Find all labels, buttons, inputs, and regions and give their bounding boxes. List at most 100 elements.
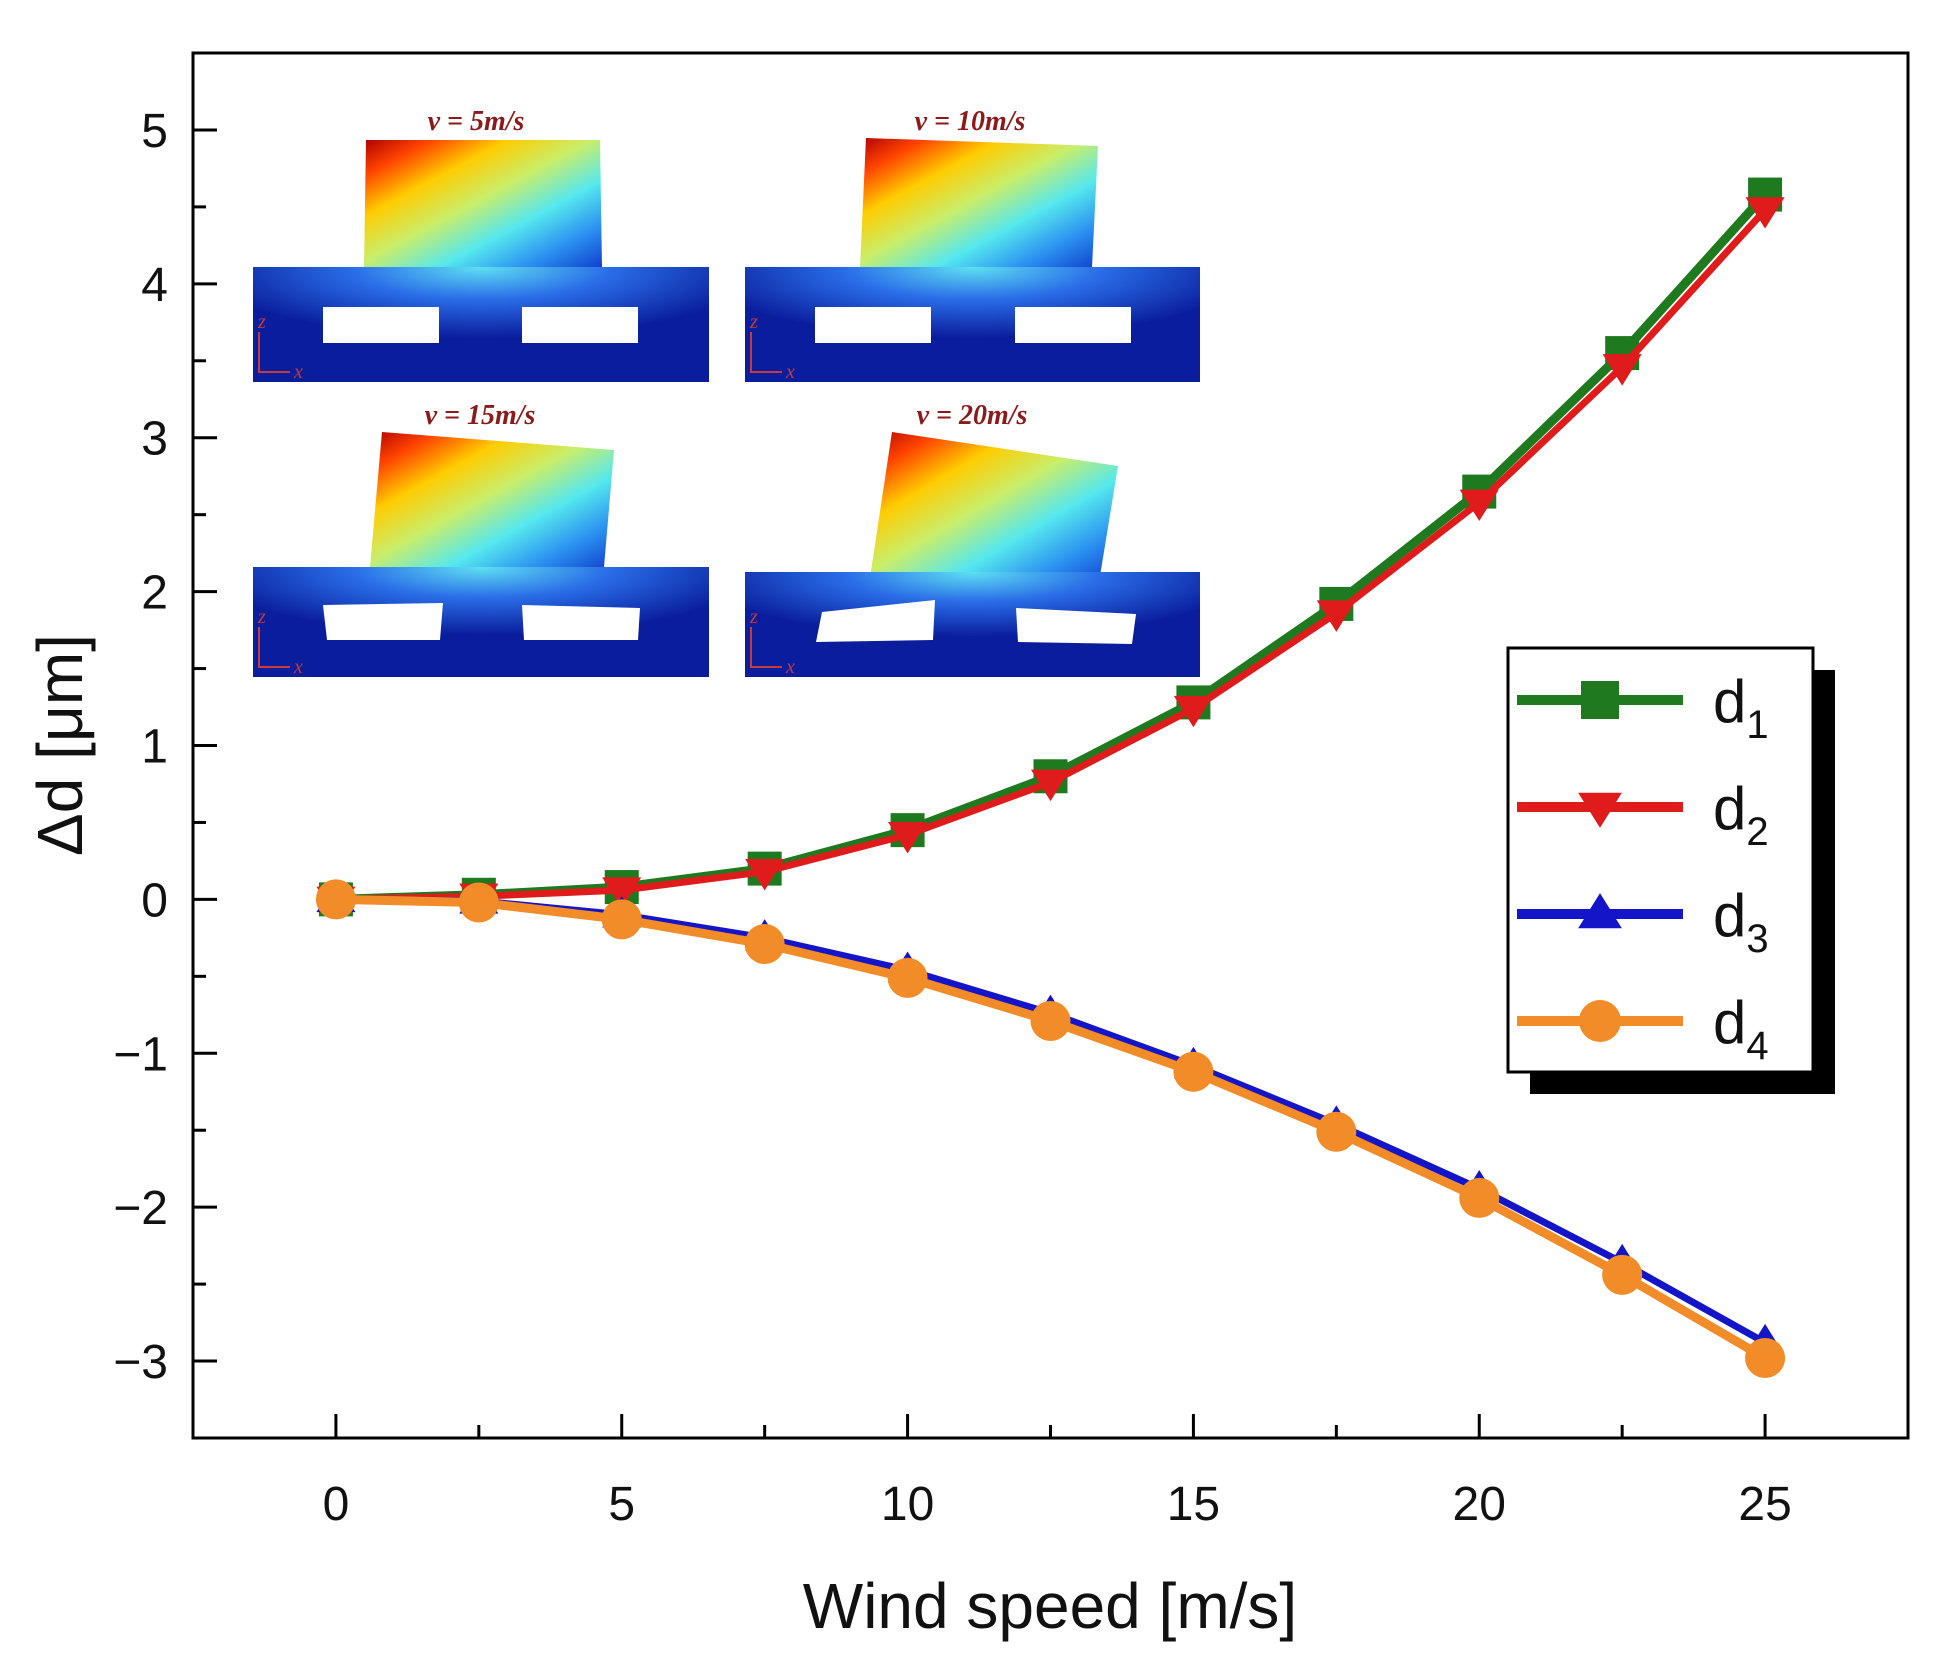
inset-base-v5 [253, 267, 709, 382]
legend-label-subscript: 1 [1746, 703, 1768, 747]
inset-label-v20: v = 20m/s [917, 400, 1028, 431]
legend-entry-d2: d2 [1517, 775, 1769, 854]
data-point-d2 [1173, 695, 1213, 728]
legend-label: d3 [1713, 882, 1769, 961]
inset-slot-right-v10 [1015, 307, 1131, 343]
x-axis-title: Wind speed [m/s] [803, 1570, 1297, 1642]
inset-label-v10: v = 10m/s [915, 106, 1026, 137]
inset-axis-x-v20: x [785, 656, 795, 678]
inset-label-v15: v = 15m/s [425, 400, 536, 431]
inset-slot-right-v5 [522, 307, 638, 343]
y-tick-label: −1 [113, 1028, 168, 1081]
inset-beam-v10 [860, 138, 1098, 267]
legend-label-main: d [1713, 989, 1746, 1056]
inset-v15: v = 15m/s z x [253, 400, 709, 678]
inset-base-v10 [745, 267, 1200, 382]
data-point-d4 [1745, 1337, 1786, 1378]
legend-entry-d1: d1 [1517, 668, 1769, 747]
inset-axis-x-v10: x [785, 361, 795, 383]
legend-label: d2 [1713, 775, 1769, 854]
inset-v20: v = 20m/s z x [745, 400, 1200, 678]
inset-slot-left-v5 [323, 307, 439, 343]
data-point-d4 [1173, 1051, 1214, 1092]
inset-axis-z-v10: z [749, 311, 758, 333]
x-tick-label: 20 [1453, 1478, 1506, 1531]
inset-axis-z-v5: z [257, 311, 266, 333]
x-tick-label: 25 [1738, 1478, 1791, 1531]
legend-label: d1 [1713, 668, 1769, 747]
legend-label-main: d [1713, 775, 1746, 842]
inset-slot-right-v20 [1016, 608, 1136, 644]
data-point-d2 [745, 858, 785, 891]
data-point-d4 [744, 924, 785, 965]
inset-slot-left-v15 [323, 603, 443, 640]
legend-label: d4 [1713, 989, 1769, 1068]
data-point-d4 [1316, 1111, 1357, 1152]
data-point-d2 [1602, 354, 1642, 386]
inset-axis-z-v20: z [749, 606, 758, 628]
inset-base-v15 [253, 567, 709, 677]
y-tick-label: 1 [141, 721, 168, 774]
data-point-d4 [1459, 1177, 1500, 1218]
data-point-d4 [458, 882, 499, 923]
data-point-d2 [888, 822, 928, 854]
data-point-d2 [602, 877, 642, 909]
inset-axis-z-v15: z [257, 606, 266, 628]
data-point-d4 [315, 879, 356, 920]
y-tick-label: −3 [113, 1336, 168, 1389]
x-tick-label: 5 [608, 1478, 635, 1531]
inset-axis-x-v5: x [293, 361, 303, 383]
legend-marker [1579, 1000, 1621, 1042]
x-tick-label: 0 [323, 1478, 350, 1531]
legend-label-main: d [1713, 882, 1746, 949]
legend-marker [1578, 792, 1622, 828]
y-tick-label: 5 [141, 105, 168, 158]
inset-beam-v5 [364, 140, 602, 267]
data-point-d2 [1030, 769, 1071, 802]
data-point-d4 [1602, 1254, 1643, 1295]
legend-label-main: d [1713, 668, 1746, 735]
y-axis-title: Δd [μm] [24, 634, 96, 856]
inset-v5: v = 5m/s z x [253, 106, 709, 383]
inset-base-v20 [745, 572, 1200, 677]
inset-beam-v15 [370, 432, 614, 567]
inset-axes-v15 [258, 627, 290, 668]
legend-entry-d3: d3 [1517, 882, 1769, 961]
data-point-d4 [1030, 1000, 1071, 1041]
y-tick-label: 3 [141, 413, 168, 466]
legend-marker [1578, 893, 1622, 929]
inset-slot-left-v20 [816, 600, 935, 642]
inset-slot-left-v10 [815, 307, 931, 343]
y-tick-label: −2 [113, 1182, 168, 1235]
data-point-d4 [601, 899, 642, 940]
data-point-d4 [887, 957, 928, 998]
series-d4 [315, 879, 1786, 1378]
inset-axes-v5 [258, 332, 290, 373]
inset-label-v5: v = 5m/s [428, 106, 525, 137]
inset-beam-v20 [870, 432, 1118, 578]
series-layer [315, 177, 1786, 1378]
inset-axis-x-v15: x [293, 656, 303, 678]
axes: 0 5 10 15 20 25 −3 −2 −1 0 1 2 3 4 5 [113, 51, 1792, 1531]
x-tick-label: 10 [881, 1478, 934, 1531]
data-point-d2 [1745, 197, 1785, 229]
y-tick-label: 0 [141, 874, 168, 927]
legend-marker [1581, 681, 1619, 719]
inset-v10: v = 10m/s z x [745, 106, 1200, 383]
inset-axes-v20 [750, 627, 782, 668]
legend-label-subscript: 4 [1746, 1024, 1768, 1068]
y-tick-label: 4 [141, 259, 168, 312]
legend-box [1506, 646, 1815, 1074]
data-point-d2 [1459, 489, 1499, 522]
y-tick-label: 2 [141, 567, 168, 620]
legend-label-subscript: 2 [1746, 810, 1768, 854]
simulation-insets: v = 5m/s z x v = 10m/s z x v = 15m/s [253, 106, 1200, 678]
x-tick-label: 15 [1167, 1478, 1220, 1531]
legend-entry-d4: d4 [1517, 989, 1769, 1068]
inset-slot-right-v15 [522, 605, 640, 640]
inset-axes-v10 [750, 332, 782, 373]
legend-label-subscript: 3 [1746, 917, 1768, 961]
